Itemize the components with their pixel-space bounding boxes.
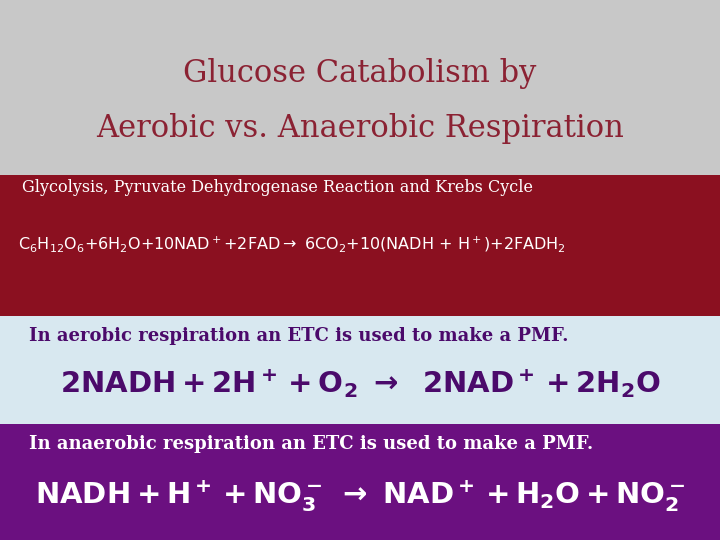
Text: $\mathbf{2NADH + 2H^+ + O_2}$$\ \mathbf{\rightarrow}\ $$\mathbf{\ 2NAD^+ + 2H_2O: $\mathbf{2NADH + 2H^+ + O_2}$$\ \mathbf{… [60,367,660,400]
Text: In aerobic respiration an ETC is used to make a PMF.: In aerobic respiration an ETC is used to… [29,327,568,345]
Bar [0,316,720,424]
Bar [0,424,720,540]
Text: Glucose Catabolism by: Glucose Catabolism by [184,58,536,90]
Text: $\mathbf{NADH + H^+ + NO_3^-}$$\ \mathbf{\rightarrow}\ $$\mathbf{NAD^+ + H_2O + : $\mathbf{NADH + H^+ + NO_3^-}$$\ \mathbf… [35,478,685,514]
Text: Glycolysis, Pyruvate Dehydrogenase Reaction and Krebs Cycle: Glycolysis, Pyruvate Dehydrogenase React… [22,179,533,197]
Text: Aerobic vs. Anaerobic Respiration: Aerobic vs. Anaerobic Respiration [96,113,624,144]
Text: $\mathsf{C_6H_{12}O_6{+}6H_2O{+}10NAD^+{+}2FAD}$$\mathsf{\rightarrow}$$\mathsf{\: $\mathsf{C_6H_{12}O_6{+}6H_2O{+}10NAD^+{… [18,234,566,254]
Bar [0,176,720,316]
Text: In anaerobic respiration an ETC is used to make a PMF.: In anaerobic respiration an ETC is used … [29,435,593,453]
